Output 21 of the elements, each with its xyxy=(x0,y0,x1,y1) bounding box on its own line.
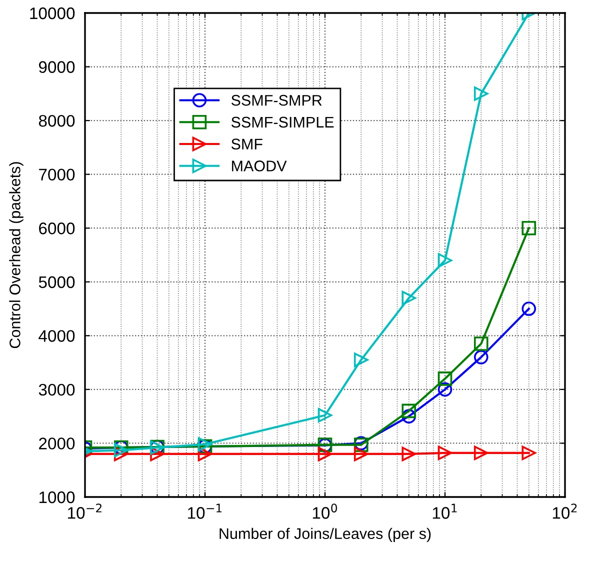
legend-label: SSMF-SIMPLE xyxy=(231,116,334,128)
legend-label: SMF xyxy=(231,138,262,150)
y-tick-label: 5000 xyxy=(38,276,75,288)
x-axis-title: Number of Joins/Leaves (per s) xyxy=(220,528,431,542)
y-axis-title: Control Overhead (packets) xyxy=(9,162,24,348)
x-tick-label: 10$^{0}$ xyxy=(312,504,338,519)
y-tick-label: 6000 xyxy=(39,222,75,234)
x-tick-label: 10$^{1}$ xyxy=(432,504,457,519)
legend-label: MAODV xyxy=(232,160,287,172)
y-tick-label: 7000 xyxy=(39,168,75,181)
y-tick-label: 8000 xyxy=(38,114,75,127)
y-tick-label: 4000 xyxy=(38,330,75,342)
x-tick-label: 10$^{−1}$ xyxy=(188,504,222,519)
x-tick-label: 10$^{2}$ xyxy=(552,504,577,519)
y-tick-label: 9000 xyxy=(38,61,75,73)
y-tick-label: 3000 xyxy=(38,384,75,396)
y-tick-label: 2000 xyxy=(39,438,75,450)
x-tick-label: 10$^{−2}$ xyxy=(68,504,102,519)
y-tick-label: 10000 xyxy=(30,7,75,20)
legend-label: SSMF-SMPR xyxy=(231,94,322,106)
y-tick-label: 1000 xyxy=(39,491,75,504)
